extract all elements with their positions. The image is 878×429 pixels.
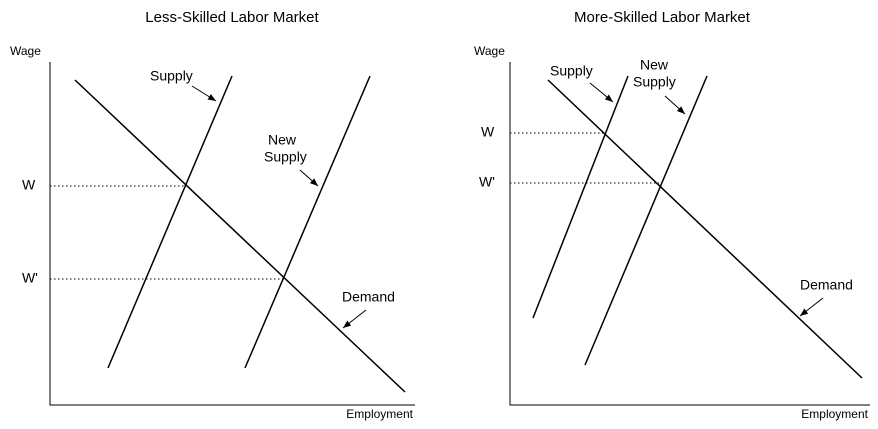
new-supply-arrow: [299, 169, 319, 187]
wage-label: W: [481, 124, 495, 140]
new-supply-label: Supply: [264, 149, 307, 165]
axes: [49, 62, 415, 406]
supply-label: Supply: [150, 68, 193, 84]
y-axis-label: Wage: [10, 44, 41, 58]
new-supply-arrow: [664, 95, 686, 115]
supply-arrow: [191, 85, 217, 102]
wage-label: W: [22, 177, 36, 193]
new-wage-label: W': [22, 270, 38, 286]
new-supply-label: Supply: [633, 74, 676, 90]
new-supply-curve: [584, 75, 708, 366]
demand-curve: [74, 79, 406, 393]
new-wage-label: W': [479, 174, 495, 190]
new-supply-label: New: [640, 57, 669, 73]
demand-label: Demand: [342, 289, 395, 305]
demand-label: Demand: [800, 277, 853, 293]
x-axis-label: Employment: [801, 407, 868, 421]
axes: [509, 62, 870, 406]
supply-curve: [107, 75, 233, 369]
new-supply-curve: [244, 75, 371, 369]
demand-curve: [547, 79, 863, 379]
panel-title: Less-Skilled Labor Market: [145, 9, 319, 26]
left-panel: Less-Skilled Labor Market Wage Employmen…: [10, 9, 415, 421]
supply-arrow: [589, 82, 614, 103]
supply-label: Supply: [550, 63, 593, 79]
y-axis-label: Wage: [474, 44, 505, 58]
x-axis-label: Employment: [346, 407, 413, 421]
panel-title: More-Skilled Labor Market: [574, 9, 751, 26]
demand-arrow: [342, 309, 367, 329]
new-supply-label: New: [268, 132, 297, 148]
supply-curve: [532, 75, 629, 319]
demand-arrow: [799, 297, 824, 317]
right-panel: More-Skilled Labor Market Wage Employmen…: [474, 9, 870, 421]
